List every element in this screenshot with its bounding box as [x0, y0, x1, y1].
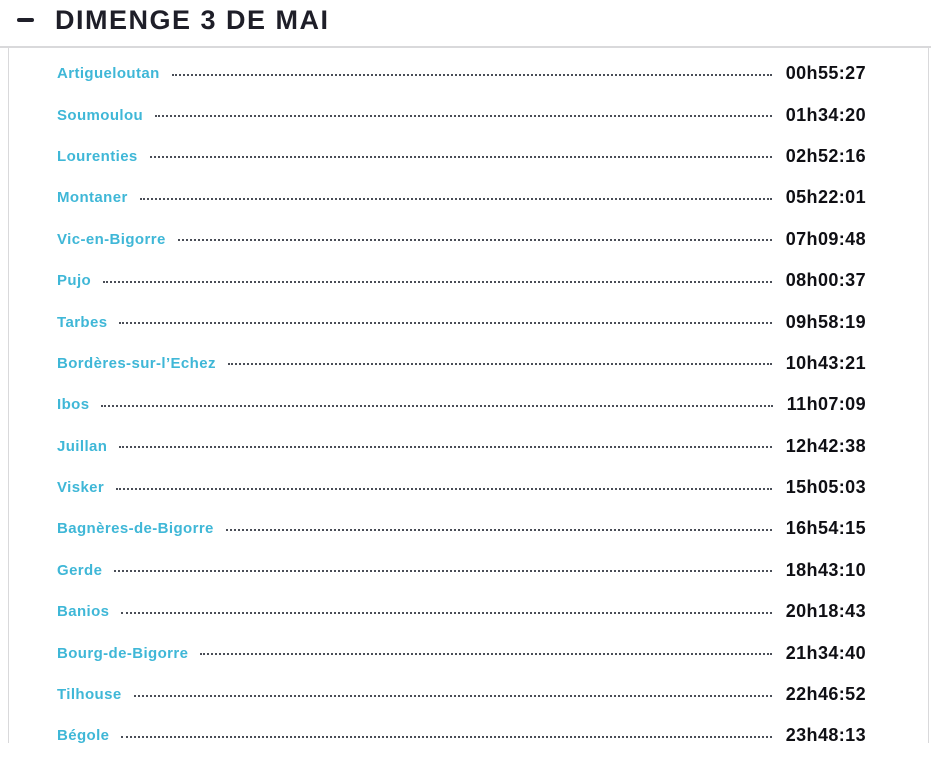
dotted-leader: [101, 404, 773, 407]
schedule-row: Tilhouse 22h46:52: [57, 674, 866, 715]
place-name-link[interactable]: Gerde: [57, 561, 103, 579]
schedule-row: Ibos 11h07:09: [57, 384, 866, 425]
place-name-link[interactable]: Tarbes: [57, 313, 108, 331]
time-value: 10h43:21: [785, 352, 866, 373]
place-name-link[interactable]: Pujo: [57, 272, 92, 290]
place-name-link[interactable]: Artigueloutan: [57, 65, 160, 83]
place-name-link[interactable]: Montaner: [57, 189, 128, 207]
place-name-link[interactable]: Lourenties: [57, 147, 138, 165]
schedule-row: Bégole 23h48:13: [57, 715, 866, 743]
schedule-row: Juillan 12h42:38: [57, 426, 866, 467]
schedule-row: Montaner 05h22:01: [57, 177, 866, 218]
dotted-leader: [119, 446, 772, 449]
time-value: 11h07:09: [786, 394, 866, 415]
dotted-leader: [149, 156, 772, 159]
place-name-link[interactable]: Banios: [57, 603, 110, 621]
schedule-row: Bagnères-de-Bigorre 16h54:15: [57, 508, 866, 549]
place-name-link[interactable]: Ibos: [57, 396, 90, 414]
schedule-row: Artigueloutan 00h55:27: [57, 53, 866, 94]
place-name-link[interactable]: Visker: [57, 479, 105, 497]
time-value: 18h43:10: [785, 559, 866, 580]
time-value: 05h22:01: [785, 187, 866, 208]
schedule-row: Vic-en-Bigorre 07h09:48: [57, 219, 866, 260]
dotted-leader: [139, 197, 772, 200]
dotted-leader: [155, 115, 772, 118]
dotted-leader: [103, 280, 772, 283]
minus-icon: [17, 18, 34, 22]
time-value: 16h54:15: [785, 518, 866, 539]
time-value: 23h48:13: [785, 725, 866, 743]
dotted-leader: [200, 653, 772, 656]
schedule-row: Banios 20h18:43: [57, 591, 866, 632]
place-name-link[interactable]: Tilhouse: [57, 686, 122, 704]
dotted-leader: [121, 611, 772, 614]
dotted-leader: [133, 694, 772, 697]
dotted-leader: [227, 363, 772, 366]
place-name-link[interactable]: Bagnères-de-Bigorre: [57, 520, 214, 538]
place-name-link[interactable]: Bégole: [57, 727, 110, 743]
dotted-leader: [225, 528, 772, 531]
schedule-row: Pujo 08h00:37: [57, 260, 866, 301]
dotted-leader: [114, 570, 772, 573]
time-value: 15h05:03: [785, 477, 866, 498]
schedule-row: Soumoulou 01h34:20: [57, 94, 866, 135]
place-name-link[interactable]: Bourg-de-Bigorre: [57, 644, 189, 662]
place-name-link[interactable]: Juillan: [57, 437, 108, 455]
time-value: 07h09:48: [785, 228, 866, 249]
schedule-row: Bourg-de-Bigorre 21h34:40: [57, 632, 866, 673]
schedule-row: Lourenties 02h52:16: [57, 136, 866, 177]
dotted-leader: [119, 322, 772, 325]
collapse-toggle[interactable]: [17, 18, 43, 22]
schedule-row: Gerde 18h43:10: [57, 550, 866, 591]
time-value: 12h42:38: [785, 435, 866, 456]
place-name-link[interactable]: Soumoulou: [57, 106, 144, 124]
place-name-link[interactable]: Bordères-sur-l’Echez: [57, 354, 216, 372]
dotted-leader: [177, 239, 772, 242]
schedule-row: Tarbes 09h58:19: [57, 301, 866, 342]
time-value: 21h34:40: [785, 642, 866, 663]
time-value: 20h18:43: [785, 601, 866, 622]
place-name-link[interactable]: Vic-en-Bigorre: [57, 230, 166, 248]
dotted-leader: [116, 487, 772, 490]
time-value: 08h00:37: [785, 270, 866, 291]
time-value: 02h52:16: [785, 145, 866, 166]
time-value: 22h46:52: [785, 684, 866, 705]
schedule-panel: Artigueloutan 00h55:27 Soumoulou 01h34:20 Lo…: [8, 48, 929, 743]
time-value: 00h55:27: [785, 63, 866, 84]
day-header: DIMENGE 3 DE MAI: [0, 0, 931, 48]
dotted-leader: [121, 735, 772, 738]
schedule-row: Visker 15h05:03: [57, 467, 866, 508]
time-value: 01h34:20: [785, 104, 866, 125]
dotted-leader: [171, 73, 772, 76]
schedule-row: Bordères-sur-l’Echez 10h43:21: [57, 343, 866, 384]
day-title: DIMENGE 3 DE MAI: [55, 4, 330, 35]
time-value: 09h58:19: [785, 311, 866, 332]
